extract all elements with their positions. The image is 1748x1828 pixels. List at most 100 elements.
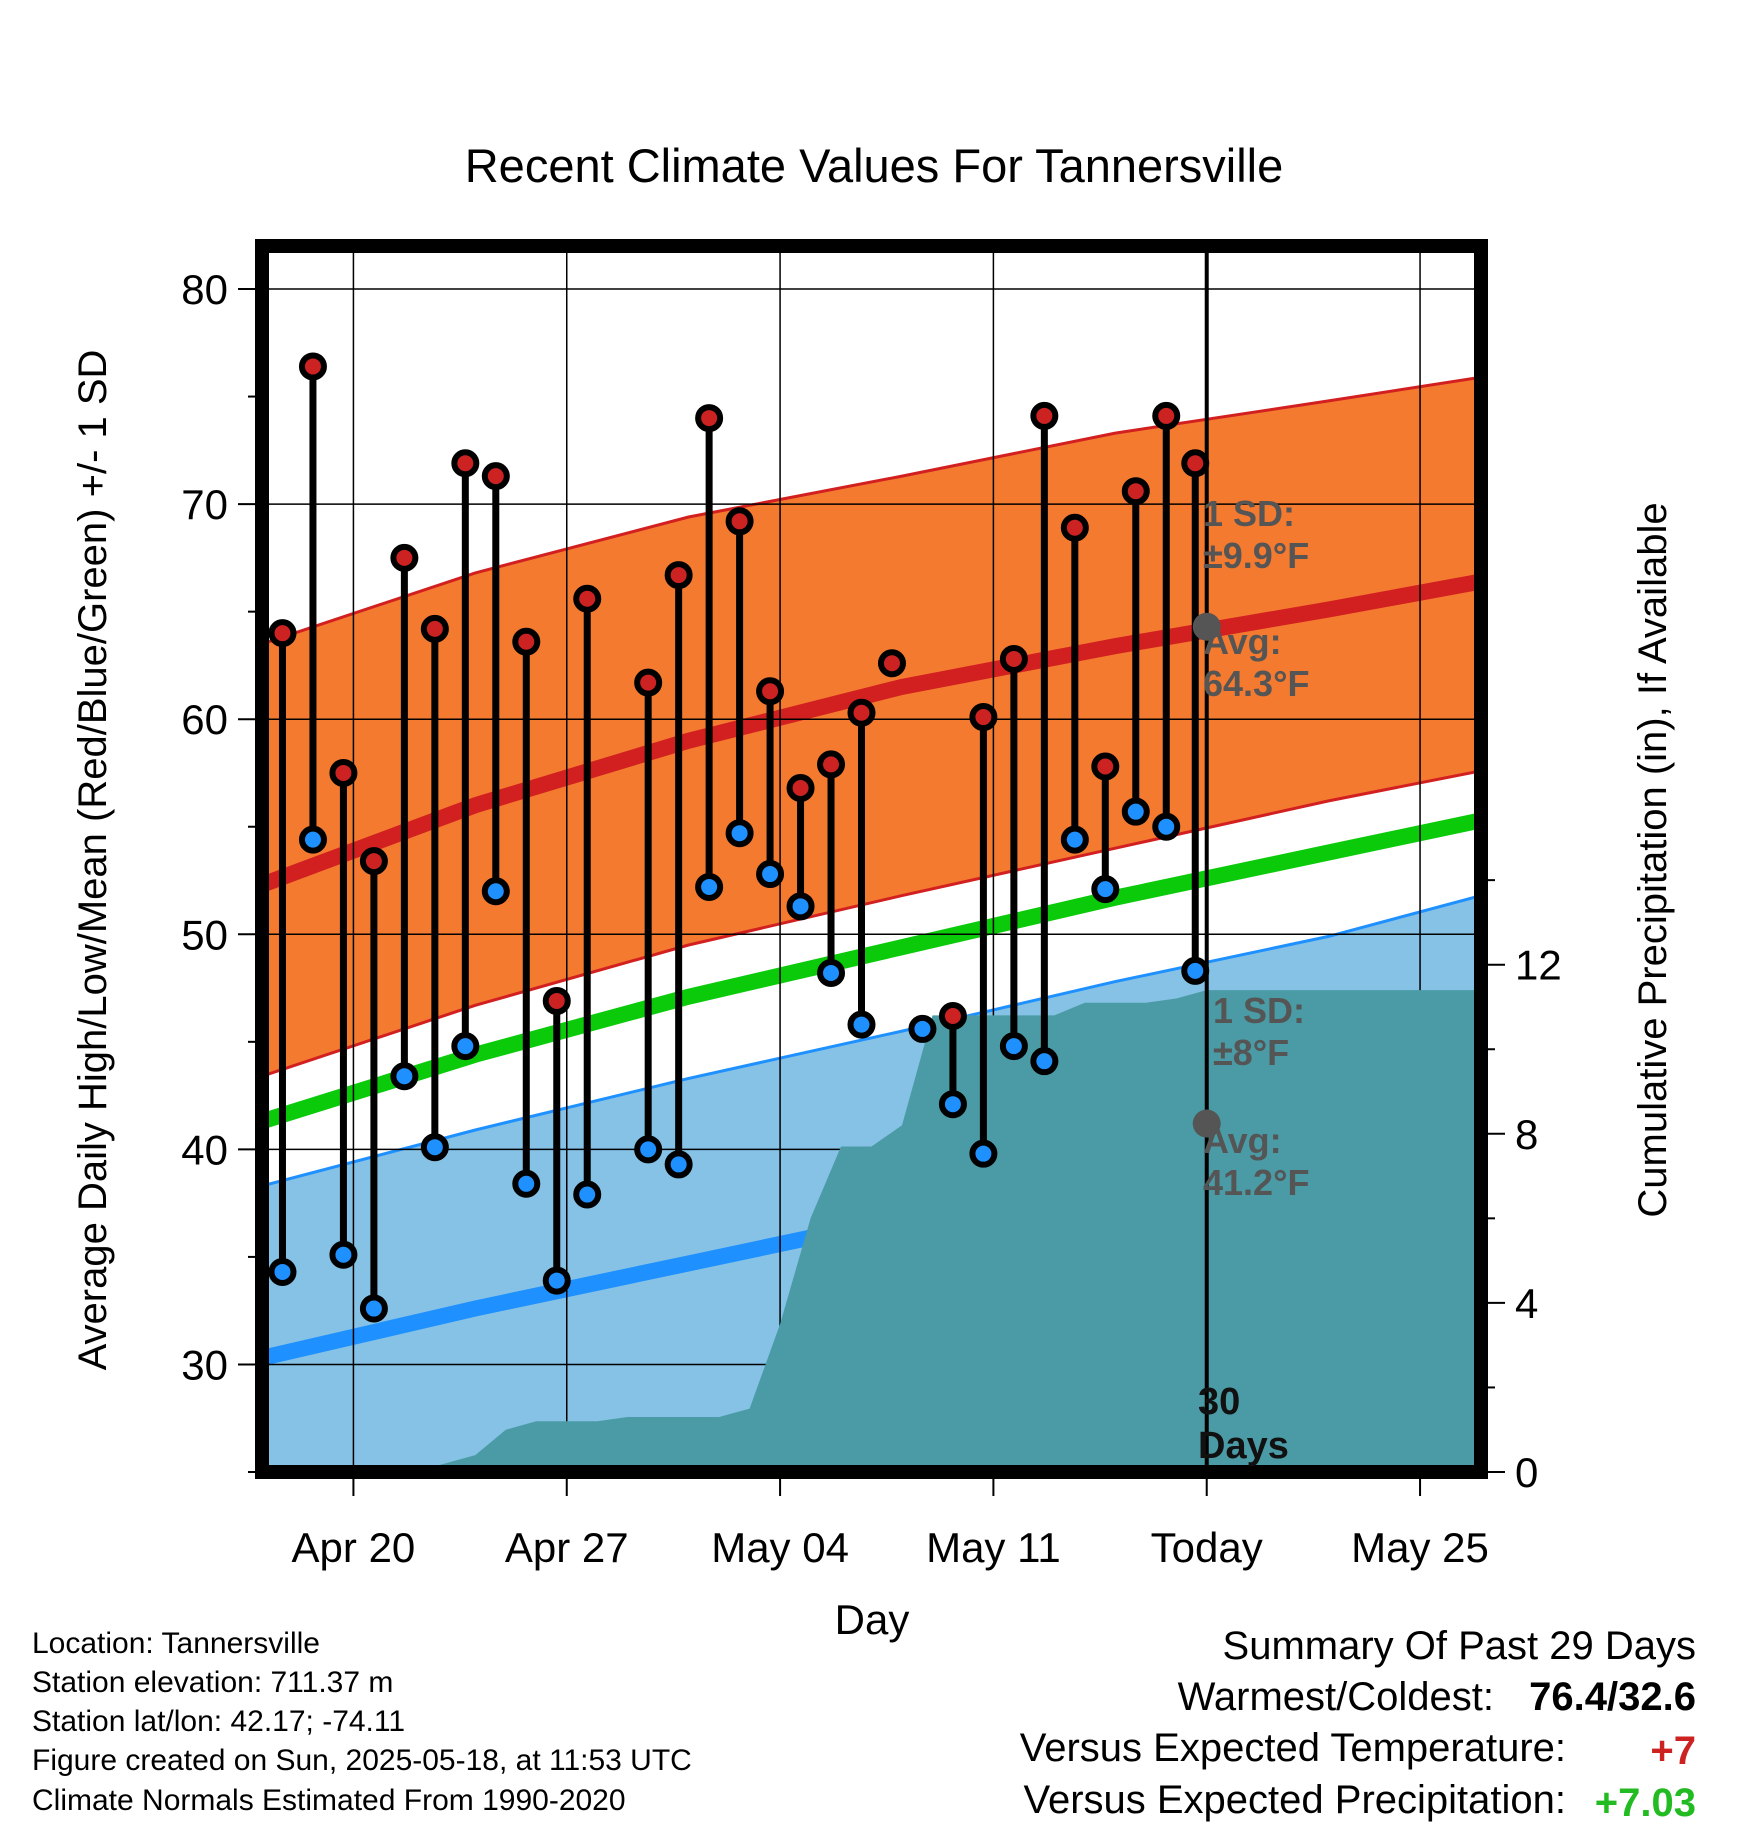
plot-area xyxy=(262,246,1481,1472)
y-tick-label: 80 xyxy=(181,266,228,313)
daily-high-marker xyxy=(969,703,998,732)
daily-low-marker xyxy=(1030,1047,1059,1076)
daily-low-marker xyxy=(1060,825,1089,854)
daily-low-marker xyxy=(756,860,785,889)
x-tick-label: May 04 xyxy=(711,1524,849,1571)
daily-low-marker xyxy=(1181,956,1210,985)
daily-low-marker xyxy=(512,1169,541,1198)
days-label: Days xyxy=(1198,1425,1289,1467)
daily-high-marker xyxy=(786,774,815,803)
daily-low-marker xyxy=(999,1032,1028,1061)
daily-low-marker xyxy=(969,1139,998,1168)
daily-low-marker xyxy=(786,892,815,921)
low-sd-upper-edge xyxy=(262,894,1481,1188)
daily-low-marker xyxy=(938,1090,967,1119)
low-avg-label: Avg: xyxy=(1203,1120,1282,1161)
daily-low-marker xyxy=(542,1266,571,1295)
daily-low-marker xyxy=(329,1240,358,1269)
high-sd-lower-edge xyxy=(262,769,1481,1078)
y2-axis-label: Cumulative Precipitation (in), If Availa… xyxy=(1631,502,1675,1217)
summary-temp-label: Versus Expected Temperature: xyxy=(1020,1726,1566,1770)
y-tick-label: 70 xyxy=(181,481,228,528)
daily-low-marker xyxy=(634,1135,663,1164)
avg-high-line xyxy=(262,573,1481,893)
summary: Summary Of Past 29 Days Warmest/Coldest:… xyxy=(1020,1624,1696,1825)
high-sd-label: 1 SD: xyxy=(1203,493,1295,534)
station-info: Location: Tannersville Station elevation… xyxy=(32,1627,692,1817)
daily-high-marker xyxy=(664,561,693,590)
daily-low-marker xyxy=(481,877,510,906)
daily-low-marker xyxy=(420,1133,449,1162)
x-tick-label: Today xyxy=(1151,1524,1263,1571)
high-avg-value: 64.3°F xyxy=(1203,663,1309,704)
info-elevation: Station elevation: 711.37 m xyxy=(32,1666,393,1699)
plot-frame xyxy=(255,239,1488,1479)
days-count: 30 xyxy=(1198,1381,1240,1423)
high-avg-marker xyxy=(1192,612,1221,641)
y2-tick-label: 4 xyxy=(1515,1280,1538,1327)
y-axis-label: Average Daily High/Low/Mean (Red/Blue/Gr… xyxy=(71,350,115,1371)
daily-high-marker xyxy=(817,750,846,779)
summary-warm-cold-label: Warmest/Coldest: xyxy=(1178,1675,1494,1719)
daily-low-marker xyxy=(817,958,846,987)
y-tick-label: 40 xyxy=(181,1126,228,1173)
daily-high-marker xyxy=(695,404,724,433)
daily-low-marker xyxy=(1091,875,1120,904)
daily-low-marker xyxy=(695,872,724,901)
axes: 30 40 50 60 70 80 0 4 8 12 Apr 20 Apr 27 May 04 May 1… xyxy=(181,266,1561,1571)
y2-tick-label: 0 xyxy=(1515,1449,1538,1496)
summary-precip-label: Versus Expected Precipitation: xyxy=(1023,1778,1566,1822)
y2-tick-label: 12 xyxy=(1515,942,1562,989)
high-avg-label: Avg: xyxy=(1203,621,1282,662)
daily-high-marker xyxy=(268,619,297,648)
summary-warm-cold-value: 76.4/32.6 xyxy=(1529,1675,1696,1719)
summary-title: Summary Of Past 29 Days xyxy=(1223,1624,1696,1668)
daily-high-marker xyxy=(1060,513,1089,542)
daily-low-marker xyxy=(359,1294,388,1323)
daily-high-marker xyxy=(542,986,571,1015)
high-sd-value: ±9.9°F xyxy=(1203,535,1309,576)
daily-high-marker xyxy=(999,644,1028,673)
y-tick-label: 60 xyxy=(181,696,228,743)
daily-low-marker xyxy=(847,1010,876,1039)
daily-high-marker xyxy=(329,758,358,787)
y-tick-label: 50 xyxy=(181,911,228,958)
x-tick-label: Apr 20 xyxy=(292,1524,416,1571)
info-created: Figure created on Sun, 2025-05-18, at 11… xyxy=(32,1744,692,1777)
summary-precip-value: +7.03 xyxy=(1595,1781,1696,1825)
high-sd-upper-edge xyxy=(262,375,1481,646)
daily-high-marker xyxy=(1181,449,1210,478)
info-normals: Climate Normals Estimated From 1990-2020 xyxy=(32,1784,626,1817)
daily-high-marker xyxy=(1152,401,1181,430)
y-tick-label: 30 xyxy=(181,1341,228,1388)
summary-temp-value: +7 xyxy=(1650,1729,1696,1773)
x-tick-label: May 11 xyxy=(926,1524,1061,1571)
annotations: 1 SD: ±9.9°F Avg: 64.3°F 1 SD: ±8°F Avg:… xyxy=(1192,493,1309,1467)
daily-high-marker xyxy=(481,462,510,491)
daily-high-marker xyxy=(298,352,327,381)
info-location: Location: Tannersville xyxy=(32,1627,320,1660)
daily-low-marker xyxy=(298,825,327,854)
daily-low-marker xyxy=(725,819,754,848)
low-sd-value: ±8°F xyxy=(1213,1032,1289,1073)
daily-high-marker xyxy=(634,668,663,697)
x-tick-label: Apr 27 xyxy=(505,1524,629,1571)
chart-title: Recent Climate Values For Tannersville xyxy=(465,139,1284,192)
low-sd-label: 1 SD: xyxy=(1213,990,1305,1031)
y2-tick-label: 8 xyxy=(1515,1111,1538,1158)
low-avg-marker xyxy=(1192,1109,1221,1138)
low-avg-value: 41.2°F xyxy=(1203,1162,1309,1203)
daily-low-marker xyxy=(390,1062,419,1091)
daily-high-marker xyxy=(725,507,754,536)
daily-low-marker xyxy=(1121,797,1150,826)
daily-high-marker xyxy=(573,584,602,613)
x-tick-label: May 25 xyxy=(1351,1524,1489,1571)
daily-low-marker xyxy=(664,1150,693,1179)
daily-high-marker xyxy=(938,1002,967,1031)
x-axis-label: Day xyxy=(835,1596,910,1643)
daily-observations xyxy=(268,352,1210,1323)
daily-low-marker xyxy=(573,1180,602,1209)
precipitation-area xyxy=(262,990,1481,1472)
daily-low-marker xyxy=(908,1014,937,1043)
daily-high-marker xyxy=(1030,401,1059,430)
